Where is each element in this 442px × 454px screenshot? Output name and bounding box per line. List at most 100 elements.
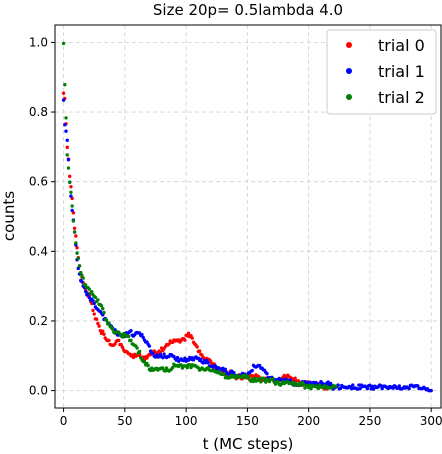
data-point — [199, 357, 203, 361]
x-tick-label: 150 — [236, 414, 259, 428]
data-point — [333, 384, 338, 388]
data-point — [397, 384, 402, 388]
data-point — [101, 306, 105, 311]
x-tick-label: 50 — [117, 414, 132, 428]
data-point — [416, 384, 420, 388]
data-point — [69, 185, 73, 189]
data-point — [65, 145, 69, 150]
y-axis-title: counts — [0, 191, 18, 241]
data-point — [64, 116, 68, 120]
x-tick-label: 250 — [358, 414, 381, 428]
data-point — [365, 386, 370, 391]
data-point — [329, 381, 333, 386]
data-point — [70, 208, 74, 213]
data-point — [190, 336, 194, 340]
data-point — [69, 190, 73, 194]
data-point — [80, 280, 84, 284]
data-point — [91, 308, 95, 313]
data-point — [302, 382, 306, 386]
data-point — [91, 299, 95, 303]
data-point — [99, 304, 104, 308]
data-point — [81, 276, 85, 280]
data-point — [87, 287, 92, 291]
data-point — [97, 324, 101, 328]
data-point — [253, 376, 257, 381]
data-point — [96, 321, 100, 326]
data-point — [371, 387, 376, 391]
data-point — [75, 246, 79, 250]
data-point — [175, 355, 180, 360]
data-point — [162, 352, 166, 356]
data-point — [185, 365, 190, 370]
legend-label: trial 0 — [378, 36, 425, 55]
data-point — [69, 194, 73, 198]
data-point — [265, 371, 269, 376]
data-point — [137, 331, 142, 335]
series-trial-2 — [61, 41, 338, 391]
data-point — [213, 364, 218, 368]
data-point — [358, 386, 362, 391]
data-point — [79, 270, 83, 275]
data-point — [70, 204, 74, 208]
data-point — [206, 361, 210, 365]
x-axis-title: t (MC steps) — [203, 435, 294, 453]
data-point — [61, 41, 66, 46]
x-tick-label: 0 — [60, 414, 68, 428]
data-point — [126, 334, 131, 339]
data-point — [223, 367, 228, 372]
data-point — [71, 219, 76, 223]
series-trial-0 — [61, 91, 334, 391]
data-point — [74, 234, 78, 238]
data-point — [250, 368, 254, 373]
data-point — [66, 166, 71, 170]
data-point — [65, 138, 69, 143]
data-point — [170, 365, 175, 370]
legend-marker — [346, 68, 352, 74]
data-point — [338, 386, 343, 391]
data-point — [96, 298, 100, 302]
legend-label: trial 1 — [378, 62, 425, 81]
data-point — [380, 386, 384, 391]
data-point — [142, 360, 147, 364]
data-point — [120, 345, 125, 349]
legend-marker — [346, 94, 352, 100]
data-point — [92, 312, 96, 316]
data-point — [309, 387, 313, 391]
chart-title: Size 20p= 0.5lambda 4.0 — [153, 1, 343, 19]
data-point — [76, 256, 80, 261]
data-point — [80, 273, 84, 278]
y-tick-label: 0.0 — [29, 384, 48, 398]
data-point — [197, 349, 202, 353]
data-point — [68, 174, 72, 179]
data-point — [90, 290, 94, 294]
data-point — [151, 351, 155, 355]
data-point — [129, 338, 133, 342]
data-point — [259, 380, 263, 384]
data-point — [311, 380, 316, 385]
data-point — [107, 338, 111, 343]
data-point — [92, 301, 96, 306]
legend: trial 0 trial 1 trial 2 — [326, 29, 437, 115]
data-point — [351, 383, 355, 387]
data-point — [217, 369, 221, 373]
data-point — [141, 335, 145, 340]
data-point — [102, 310, 106, 315]
data-point — [407, 386, 411, 391]
y-tick-label: 1.0 — [29, 35, 48, 49]
data-point — [61, 98, 66, 102]
y-tick-label: 0.2 — [29, 314, 48, 328]
data-point — [83, 283, 88, 287]
data-point — [186, 331, 191, 336]
data-point — [264, 380, 268, 384]
data-point — [129, 329, 133, 333]
data-point — [195, 345, 199, 349]
x-tick-label: 300 — [420, 414, 442, 428]
data-point — [262, 377, 267, 382]
y-tick-label: 0.8 — [29, 105, 48, 119]
data-point — [189, 365, 193, 370]
data-point — [72, 230, 77, 234]
data-point — [61, 91, 66, 95]
data-point — [140, 333, 144, 337]
data-point — [93, 295, 98, 299]
data-point — [113, 342, 117, 346]
